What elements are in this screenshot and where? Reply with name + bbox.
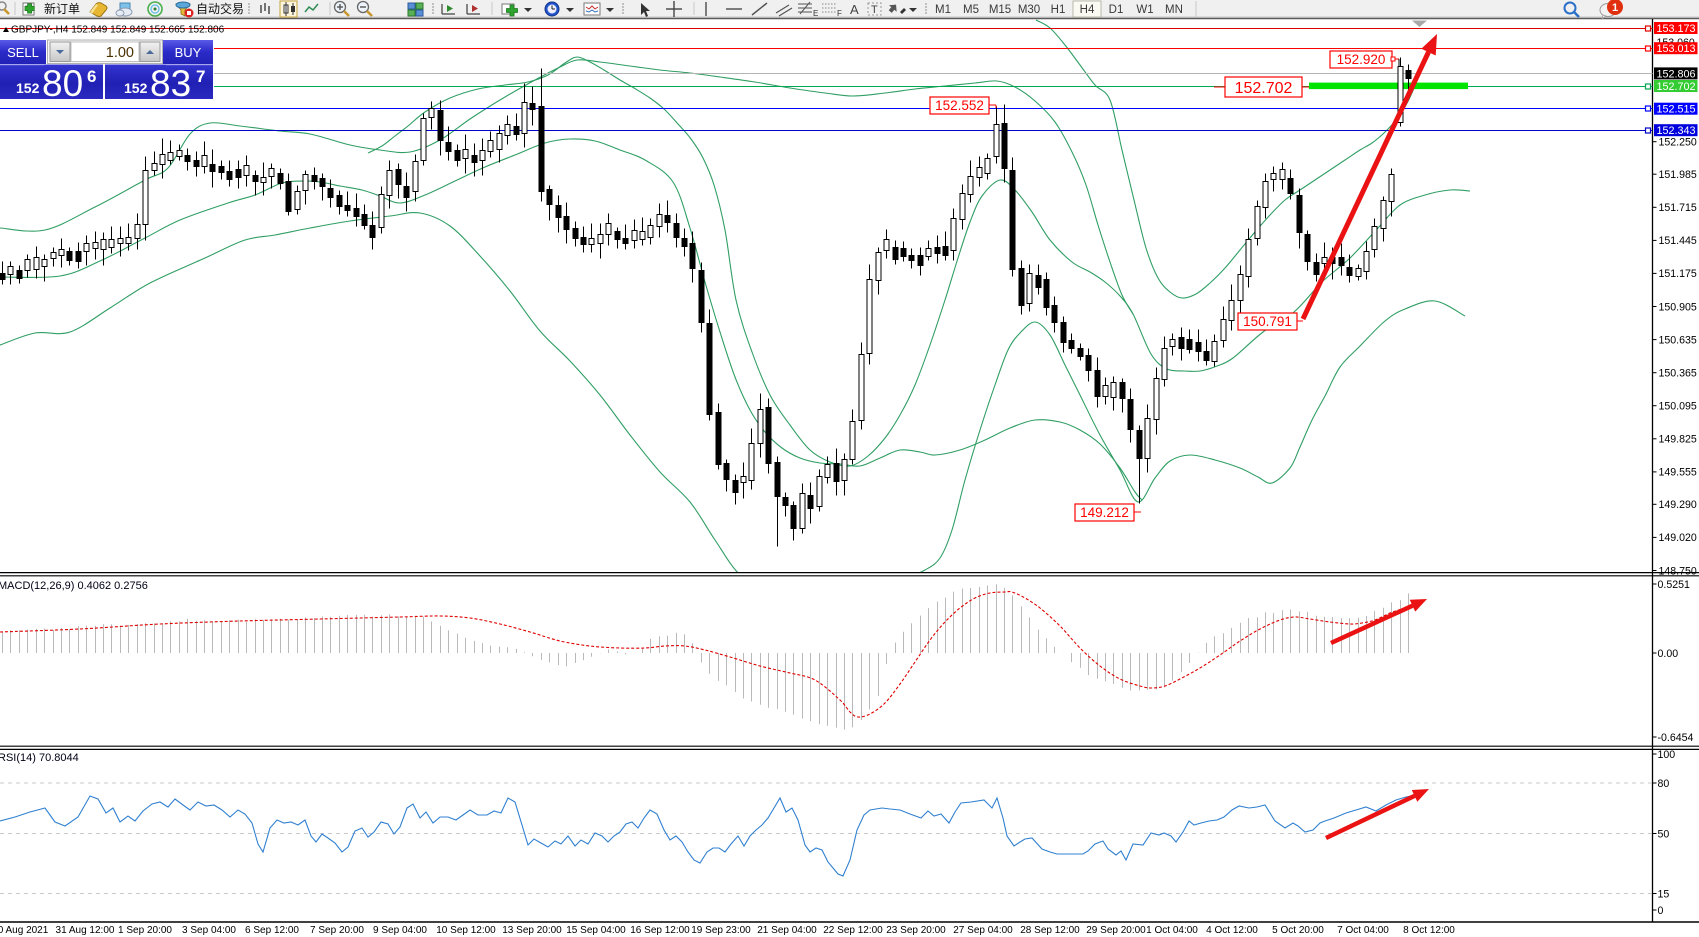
svg-text:H1: H1 [1051,4,1066,16]
svg-text:150.365: 150.365 [1659,368,1697,380]
svg-text:152.343: 152.343 [1657,125,1696,137]
svg-text:0 Aug 2021: 0 Aug 2021 [0,925,49,936]
svg-text:152.702: 152.702 [1235,80,1293,97]
svg-text:152.920: 152.920 [1337,52,1386,67]
svg-text:151.445: 151.445 [1659,235,1697,247]
svg-text:H4: H4 [1080,4,1095,16]
svg-text:新订单: 新订单 [44,1,80,16]
svg-text:M30: M30 [1018,4,1040,16]
svg-text:E: E [813,9,818,18]
svg-text:RSI(14) 70.8044: RSI(14) 70.8044 [0,752,79,764]
svg-text:150.791: 150.791 [1243,314,1292,329]
svg-text:13 Sep 20:00: 13 Sep 20:00 [502,925,562,936]
svg-text:152.702: 152.702 [1657,81,1696,93]
svg-text:自动交易: 自动交易 [196,1,244,16]
svg-text:1 Sep 20:00: 1 Sep 20:00 [118,925,172,936]
svg-text:5 Oct 20:00: 5 Oct 20:00 [1272,925,1324,936]
svg-text:100: 100 [1658,749,1676,761]
svg-text:-0.6454: -0.6454 [1658,732,1694,744]
svg-text:149.555: 149.555 [1659,467,1697,479]
svg-text:A: A [850,2,859,17]
svg-text:152: 152 [16,80,40,96]
svg-text:19 Sep 23:00: 19 Sep 23:00 [691,925,751,936]
svg-text:4 Oct 12:00: 4 Oct 12:00 [1206,925,1258,936]
svg-text:9 Sep 04:00: 9 Sep 04:00 [373,925,427,936]
svg-text:7: 7 [196,67,205,86]
svg-text:6 Sep 12:00: 6 Sep 12:00 [245,925,299,936]
svg-text:149.212: 149.212 [1080,505,1129,520]
svg-text:0.00: 0.00 [1658,648,1679,660]
svg-text:80: 80 [1658,778,1670,790]
svg-text:151.985: 151.985 [1659,169,1697,181]
svg-text:M5: M5 [963,4,979,16]
svg-text:27 Sep 04:00: 27 Sep 04:00 [953,925,1013,936]
svg-text:7 Oct 04:00: 7 Oct 04:00 [1337,925,1389,936]
svg-text:23 Sep 20:00: 23 Sep 20:00 [886,925,946,936]
svg-text:149.825: 149.825 [1659,434,1697,446]
svg-text:6: 6 [87,67,96,86]
svg-text:3 Sep 04:00: 3 Sep 04:00 [182,925,236,936]
svg-text:150.095: 150.095 [1659,401,1697,413]
svg-text:153.013: 153.013 [1657,43,1696,55]
svg-text:150.905: 150.905 [1659,301,1697,313]
svg-text:SELL: SELL [7,45,39,60]
svg-text:149.290: 149.290 [1659,499,1697,511]
svg-text:1 Oct 04:00: 1 Oct 04:00 [1146,925,1198,936]
svg-text:MACD(12,26,9) 0.4062 0.2756: MACD(12,26,9) 0.4062 0.2756 [0,580,148,592]
svg-text:28 Sep 12:00: 28 Sep 12:00 [1020,925,1080,936]
svg-text:F: F [837,9,842,18]
svg-text:151.715: 151.715 [1659,202,1697,214]
svg-text:15: 15 [1658,888,1670,900]
svg-text:152.552: 152.552 [935,98,984,113]
svg-text:152.806: 152.806 [1657,68,1696,80]
svg-text:10 Sep 12:00: 10 Sep 12:00 [436,925,496,936]
svg-text:0.5251: 0.5251 [1658,579,1691,591]
svg-text:50: 50 [1658,828,1670,840]
svg-text:153.173: 153.173 [1657,23,1696,35]
svg-text:16 Sep 12:00: 16 Sep 12:00 [630,925,690,936]
svg-text:MN: MN [1165,4,1183,16]
svg-text:1.00: 1.00 [106,45,134,61]
svg-text:152.250: 152.250 [1659,137,1697,149]
svg-text:22 Sep 12:00: 22 Sep 12:00 [823,925,883,936]
svg-text:GBPJPY-,H4 152.849 152.849 15: GBPJPY-,H4 152.849 152.849 152.665 152.8… [11,25,225,36]
svg-text:152: 152 [124,80,148,96]
svg-text:0: 0 [1658,905,1664,917]
svg-text:1: 1 [1612,2,1618,14]
svg-text:BUY: BUY [175,45,202,60]
svg-text:149.020: 149.020 [1659,532,1697,544]
svg-text:D1: D1 [1109,4,1124,16]
svg-text:W1: W1 [1136,4,1153,16]
svg-text:83: 83 [150,63,191,104]
svg-text:31 Aug 12:00: 31 Aug 12:00 [56,925,115,936]
svg-text:80: 80 [42,63,83,104]
svg-text:T: T [871,4,878,16]
svg-text:21 Sep 04:00: 21 Sep 04:00 [757,925,817,936]
svg-text:M15: M15 [989,4,1011,16]
svg-text:8 Oct 12:00: 8 Oct 12:00 [1403,925,1455,936]
svg-text:M1: M1 [935,4,951,16]
svg-text:150.635: 150.635 [1659,334,1697,346]
svg-text:29 Sep 20:00: 29 Sep 20:00 [1086,925,1146,936]
svg-text:148.750: 148.750 [1659,565,1697,577]
svg-text:7 Sep 20:00: 7 Sep 20:00 [310,925,364,936]
svg-text:15 Sep 04:00: 15 Sep 04:00 [566,925,626,936]
svg-text:151.175: 151.175 [1659,268,1697,280]
svg-text:152.515: 152.515 [1657,104,1696,116]
